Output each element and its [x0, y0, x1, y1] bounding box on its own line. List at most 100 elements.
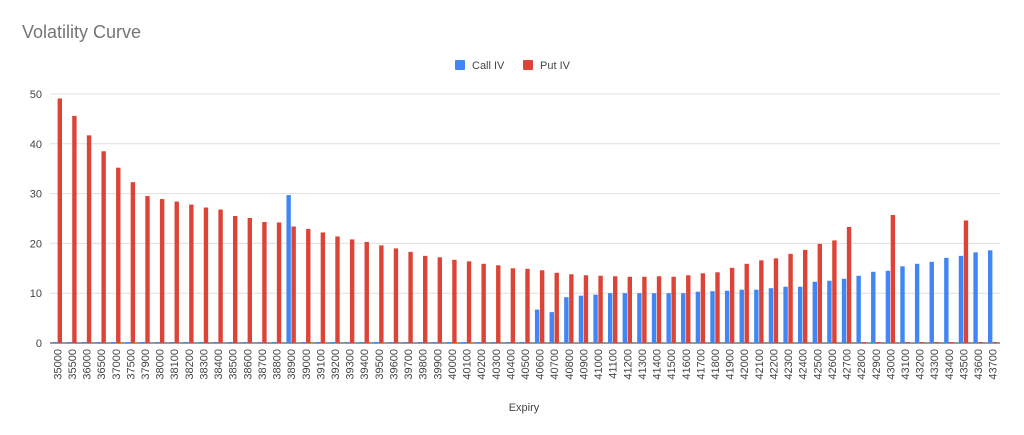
y-axis-ticks: 0 10 20 30 40 50 [30, 89, 42, 350]
bar-call-iv-40900[interactable] [578, 295, 584, 343]
bar-put-iv-41100[interactable] [612, 276, 618, 343]
x-tick-label: 40000 [447, 349, 459, 380]
bar-call-iv-43100[interactable] [900, 266, 905, 343]
bar-call-iv-38900[interactable] [286, 195, 291, 343]
bar-put-iv-39800[interactable] [422, 255, 428, 343]
bar-put-iv-38700[interactable] [262, 221, 267, 343]
x-tick-label: 43400 [944, 349, 956, 380]
bar-put-iv-40500[interactable] [525, 268, 530, 343]
bar-put-iv-39600[interactable] [393, 248, 399, 343]
bar-call-iv-40700[interactable] [549, 312, 554, 343]
bar-call-iv-41500[interactable] [666, 293, 671, 343]
bar-call-iv-41000[interactable] [593, 294, 598, 343]
bar-put-iv-41800[interactable] [715, 272, 720, 343]
bar-put-iv-38800[interactable] [276, 222, 282, 343]
bar-put-iv-41000[interactable] [598, 275, 603, 343]
bar-call-iv-41100[interactable] [607, 293, 613, 343]
bar-call-iv-41200[interactable] [622, 293, 628, 343]
bar-call-iv-41300[interactable] [637, 293, 642, 343]
bar-call-iv-42300[interactable] [783, 286, 788, 343]
bar-call-iv-42200[interactable] [768, 288, 774, 343]
bar-put-iv-42700[interactable] [846, 226, 852, 343]
bar-put-iv-39900[interactable] [437, 257, 443, 343]
bar-put-iv-39300[interactable] [349, 239, 355, 343]
bar-put-iv-41400[interactable] [656, 276, 662, 343]
bar-put-iv-38200[interactable] [189, 204, 194, 343]
legend-item-put-iv[interactable]: Put IV [523, 60, 571, 72]
bar-put-iv-40100[interactable] [466, 261, 472, 343]
bar-put-iv-41500[interactable] [671, 276, 676, 343]
bar-put-iv-40300[interactable] [496, 265, 501, 343]
bar-put-iv-40400[interactable] [510, 268, 516, 343]
bar-call-iv-43000[interactable] [885, 270, 891, 343]
bar-put-iv-37500[interactable] [130, 182, 136, 343]
bar-put-iv-37000[interactable] [116, 167, 121, 343]
bar-call-iv-42500[interactable] [812, 281, 818, 343]
bar-put-iv-41200[interactable] [627, 276, 633, 343]
bar-put-iv-41900[interactable] [729, 267, 735, 343]
bar-call-iv-40600[interactable] [534, 309, 540, 343]
bar-put-iv-39100[interactable] [320, 232, 326, 343]
bar-call-iv-41600[interactable] [681, 293, 686, 343]
bar-put-iv-42600[interactable] [832, 240, 837, 343]
bar-put-iv-40900[interactable] [583, 275, 589, 343]
bar-put-iv-42300[interactable] [788, 253, 793, 343]
bar-put-iv-38400[interactable] [218, 209, 223, 343]
bar-put-iv-40600[interactable] [539, 270, 545, 343]
bar-call-iv-42400[interactable] [797, 286, 803, 343]
bar-put-iv-40800[interactable] [569, 274, 574, 343]
bar-put-iv-41600[interactable] [686, 275, 691, 343]
bar-put-iv-42000[interactable] [744, 263, 749, 343]
bar-call-iv-42700[interactable] [841, 278, 847, 343]
bar-put-iv-38600[interactable] [247, 218, 253, 343]
bar-call-iv-41400[interactable] [651, 293, 657, 343]
bar-call-iv-43500[interactable] [958, 255, 964, 343]
bar-put-iv-43000[interactable] [890, 215, 896, 343]
bar-put-iv-42500[interactable] [817, 243, 823, 343]
bar-put-iv-40000[interactable] [452, 259, 457, 343]
bar-call-iv-42600[interactable] [827, 280, 832, 343]
bar-put-iv-39700[interactable] [408, 251, 413, 343]
bar-put-iv-40700[interactable] [554, 272, 559, 343]
bar-put-iv-39400[interactable] [364, 241, 369, 343]
bar-put-iv-38300[interactable] [203, 207, 209, 343]
bar-call-iv-41800[interactable] [710, 291, 715, 343]
bar-call-iv-41700[interactable] [695, 291, 701, 343]
x-tick-label: 43700 [988, 349, 1000, 380]
bar-put-iv-38100[interactable] [174, 201, 179, 343]
bar-put-iv-38000[interactable] [159, 199, 165, 343]
bar-call-iv-41900[interactable] [724, 290, 730, 343]
bar-put-iv-40200[interactable] [481, 263, 486, 343]
bar-put-iv-42200[interactable] [773, 258, 779, 343]
legend[interactable]: Call IV Put IV [455, 60, 571, 72]
bar-put-iv-35500[interactable] [72, 115, 77, 343]
bar-put-iv-42100[interactable] [759, 260, 764, 343]
bar-call-iv-43700[interactable] [987, 250, 993, 343]
bar-put-iv-37900[interactable] [145, 196, 150, 343]
bar-put-iv-43500[interactable] [963, 220, 969, 343]
bar-call-iv-43200[interactable] [914, 263, 920, 343]
x-tick-label: 41300 [637, 349, 649, 380]
bar-put-iv-38900[interactable] [291, 226, 296, 343]
bar-call-iv-43300[interactable] [929, 261, 934, 343]
bar-put-iv-36000[interactable] [86, 135, 92, 343]
bar-call-iv-43400[interactable] [944, 257, 949, 343]
bar-put-iv-35000[interactable] [57, 98, 63, 343]
bar-put-iv-41300[interactable] [642, 276, 647, 343]
bar-put-iv-39200[interactable] [335, 236, 340, 343]
bar-call-iv-40800[interactable] [564, 297, 569, 343]
bar-call-iv-42800[interactable] [856, 275, 861, 343]
bar-call-iv-42100[interactable] [754, 289, 759, 343]
bar-put-iv-39500[interactable] [379, 245, 384, 343]
bar-put-iv-36500[interactable] [101, 151, 106, 343]
x-tick-label: 36500 [96, 349, 108, 380]
bar-put-iv-41700[interactable] [700, 273, 706, 343]
bar-call-iv-42000[interactable] [739, 289, 744, 343]
bar-put-iv-42400[interactable] [802, 249, 808, 343]
bar-zero-marker [520, 342, 525, 343]
bar-put-iv-39000[interactable] [306, 228, 311, 343]
legend-item-call-iv[interactable]: Call IV [455, 60, 505, 72]
bar-put-iv-38500[interactable] [232, 216, 238, 343]
bar-call-iv-43600[interactable] [973, 252, 978, 343]
bar-call-iv-42900[interactable] [871, 271, 876, 343]
